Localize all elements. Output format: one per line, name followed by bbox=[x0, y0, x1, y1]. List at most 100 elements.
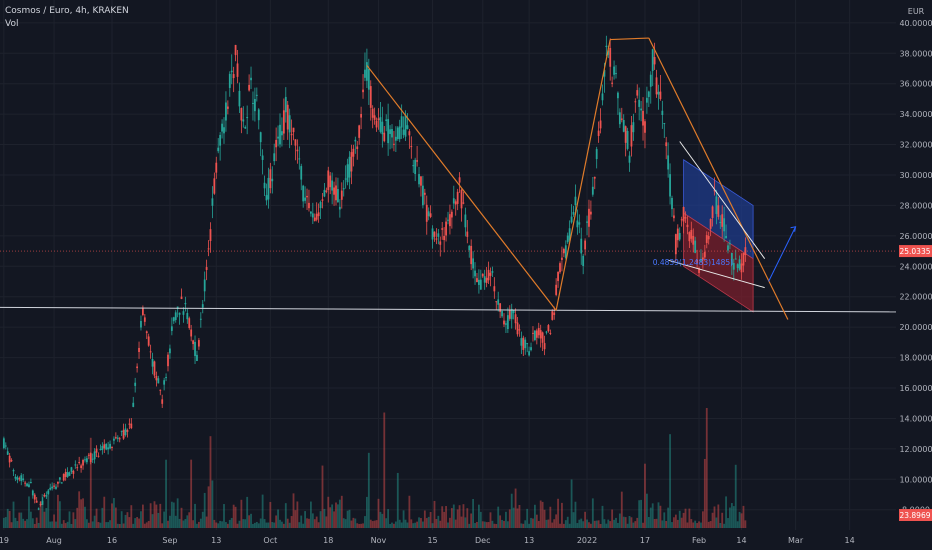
volume-bar bbox=[479, 511, 482, 528]
candle-body bbox=[530, 347, 532, 351]
volume-bar bbox=[505, 511, 507, 528]
volume-bar bbox=[35, 517, 38, 528]
volume-bar bbox=[470, 513, 473, 528]
candle-body bbox=[636, 90, 639, 96]
candle-body bbox=[101, 446, 104, 450]
volume-bar bbox=[304, 511, 307, 528]
candle-body bbox=[476, 278, 478, 283]
channel-value-label: 0.4839(1.2483)1485) bbox=[653, 258, 733, 267]
volume-tag bbox=[899, 509, 932, 521]
price-tick-label: 36.0000 bbox=[899, 80, 932, 89]
symbol-title[interactable]: Cosmos / Euro, 4h, KRAKEN bbox=[5, 6, 129, 16]
volume-bar bbox=[95, 508, 98, 528]
trendline-2 bbox=[555, 39, 611, 311]
candle-body bbox=[709, 218, 712, 229]
volume-bar bbox=[211, 480, 214, 528]
volume-bar bbox=[686, 522, 689, 528]
price-tick-label: 26.0000 bbox=[899, 232, 932, 241]
volume-bar bbox=[701, 511, 704, 528]
candle-body bbox=[508, 310, 511, 319]
volume-bar bbox=[640, 499, 643, 528]
volume-bar bbox=[420, 518, 422, 528]
candle-body bbox=[506, 315, 509, 330]
volume-bar bbox=[742, 505, 745, 528]
candle-body bbox=[456, 191, 459, 204]
volume-bar bbox=[464, 517, 467, 528]
volume-bar bbox=[690, 519, 693, 528]
candle-body bbox=[545, 331, 548, 333]
volume-bar bbox=[16, 521, 19, 528]
price-axis[interactable]: 40.0000 38.0000 36.0000 34.0000 32.0000 30.00… bbox=[896, 0, 932, 550]
candle-body bbox=[31, 490, 34, 496]
volume-bar bbox=[379, 511, 382, 528]
candle-body bbox=[203, 279, 206, 292]
candle-body bbox=[576, 220, 579, 228]
volume-bar bbox=[78, 491, 81, 528]
volume-indicator-label[interactable]: Vol bbox=[5, 19, 19, 29]
candle-body bbox=[644, 121, 646, 133]
candle-body bbox=[246, 117, 249, 119]
candle-body bbox=[306, 195, 308, 198]
candle-body bbox=[232, 74, 235, 79]
volume-bar bbox=[242, 519, 245, 528]
time-axis[interactable]: 19 Aug 16 Sep 13 Oct 18 Nov 15 Dec 13 2022 17 Feb 14 Ma… bbox=[0, 530, 932, 550]
candle-body bbox=[6, 451, 9, 455]
candle-body bbox=[727, 245, 729, 251]
price-tick-label: 10.0000 bbox=[899, 475, 932, 484]
volume-bar bbox=[588, 522, 590, 528]
candle-body bbox=[383, 132, 386, 142]
candle-body bbox=[381, 121, 384, 135]
last-price-label: 25.0335 bbox=[899, 247, 930, 256]
candle-body bbox=[431, 228, 434, 240]
candle-body bbox=[180, 296, 183, 299]
volume-bar bbox=[516, 508, 519, 528]
candle-body bbox=[603, 70, 606, 77]
candle-body bbox=[300, 166, 303, 180]
price-tick-label: 18.0000 bbox=[899, 354, 932, 363]
candle-body bbox=[41, 500, 44, 505]
candle-body bbox=[234, 44, 237, 56]
volume-bar bbox=[51, 521, 54, 528]
volume-bar bbox=[298, 522, 301, 528]
volume-bar bbox=[68, 511, 71, 528]
volume-bar bbox=[111, 503, 113, 528]
time-tick-label: Oct bbox=[263, 536, 277, 545]
candle-body bbox=[738, 259, 741, 270]
volume-bar bbox=[638, 500, 641, 528]
candle-body bbox=[744, 247, 747, 256]
candle-body bbox=[130, 423, 133, 429]
candle-body bbox=[188, 318, 191, 328]
volume-bar bbox=[512, 507, 515, 528]
candle-body bbox=[740, 263, 743, 273]
time-tick-label: Aug bbox=[46, 536, 62, 545]
volume-bar bbox=[41, 494, 44, 528]
candle-body bbox=[729, 243, 731, 245]
volume-bar bbox=[537, 521, 540, 528]
candle-body bbox=[346, 164, 349, 183]
candle-body bbox=[84, 459, 86, 461]
candle-body bbox=[114, 437, 117, 439]
candle-body bbox=[435, 238, 438, 240]
volume-bar bbox=[661, 520, 664, 528]
volume-bar bbox=[381, 513, 384, 528]
candle-body bbox=[472, 258, 475, 269]
volume-bar bbox=[279, 519, 281, 528]
volume-bar bbox=[694, 520, 697, 528]
candle-body bbox=[736, 264, 739, 269]
candle-body bbox=[387, 119, 390, 144]
volume-bar bbox=[489, 512, 492, 528]
candle-body bbox=[389, 129, 391, 134]
price-tick-label: 28.0000 bbox=[899, 201, 932, 210]
candle-body bbox=[543, 343, 546, 350]
volume-bar bbox=[429, 511, 432, 528]
volume-bar bbox=[43, 511, 46, 528]
volume-bar bbox=[435, 519, 438, 528]
candle-body bbox=[460, 189, 463, 209]
volume-bar bbox=[215, 522, 218, 528]
candle-body bbox=[495, 301, 498, 303]
volume-bar bbox=[458, 505, 461, 528]
candle-body bbox=[553, 312, 556, 315]
volume-bar bbox=[493, 523, 496, 528]
volume-bar bbox=[327, 496, 330, 528]
